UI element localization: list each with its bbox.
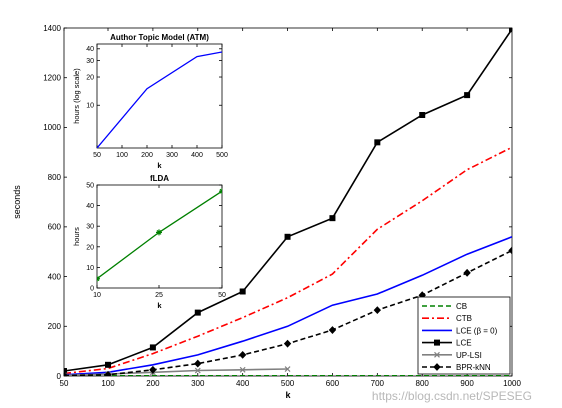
plot-frame (96, 184, 223, 289)
inset-atm-plot: 50 100 200 300 400 500 10 20 30 40 Author Topic Mo… (72, 33, 228, 170)
x-tick-label: 200 (141, 152, 153, 159)
data-point (239, 366, 246, 373)
x-tick-label: 500 (216, 152, 228, 159)
data-point (328, 326, 337, 334)
data-point (149, 344, 156, 351)
series-line (97, 51, 222, 148)
x-tick-label: 50 (60, 379, 69, 388)
x-tick-label: 10 (93, 292, 101, 299)
series-lce-0- (64, 236, 512, 376)
data-point (104, 370, 112, 376)
legend-label: CTB (456, 314, 472, 323)
y-tick-label: 30 (86, 224, 94, 231)
data-point (463, 268, 471, 277)
y-axis-label: seconds (12, 185, 22, 219)
legend-label: BPR-kNN (456, 363, 491, 372)
data-point (156, 229, 162, 236)
y-tick-label: 30 (86, 58, 94, 65)
series-line (97, 188, 222, 282)
series-bpr-knn (64, 246, 512, 376)
y-tick-label: 200 (48, 322, 62, 331)
x-tick-label: 700 (371, 379, 385, 388)
data-point (194, 359, 202, 368)
watermark: https://blog.csdn.net/SPESEG (372, 389, 532, 403)
x-tick-label: 500 (281, 379, 295, 388)
series-line (97, 51, 222, 148)
data-point (464, 92, 471, 99)
x-tick-label: 300 (166, 152, 178, 159)
x-tick-label: 900 (460, 379, 474, 388)
y-tick-label: 400 (48, 272, 62, 281)
x-tick-label: 50 (93, 152, 101, 159)
y-tick-label: 800 (48, 173, 62, 182)
legend-box (417, 296, 511, 375)
x-axis-label: k (285, 390, 291, 400)
x-tick-label: 1000 (503, 379, 521, 388)
data-point (374, 139, 381, 146)
data-point (284, 233, 291, 240)
x-axis-label: k (157, 301, 162, 310)
y-tick-label: 1200 (43, 74, 61, 83)
x-axis-label: k (157, 161, 162, 170)
y-tick-label: 1400 (43, 24, 61, 33)
y-axis-label: hours (log scale) (72, 68, 81, 124)
legend-marker (434, 351, 440, 358)
legend-label: LCE (β = 0) (456, 326, 498, 335)
x-tick-label: 25 (155, 292, 163, 299)
data-point (238, 350, 247, 359)
series-ctb (64, 146, 512, 375)
data-point (509, 28, 512, 33)
x-tick-label: 100 (101, 379, 115, 388)
y-tick-label: 0 (57, 372, 62, 381)
series-line (64, 236, 512, 376)
x-tick-label: 400 (191, 152, 203, 159)
data-point (64, 368, 67, 375)
data-point (239, 288, 246, 295)
y-axis-label: hours (72, 227, 81, 246)
y-tick-label: 0 (90, 285, 94, 292)
data-point (105, 361, 111, 368)
x-tick-label: 50 (218, 292, 226, 299)
data-point (329, 215, 336, 222)
data-point (373, 306, 382, 315)
legend-marker (433, 363, 441, 371)
x-tick-label: 100 (116, 152, 128, 159)
y-tick-label: 10 (86, 265, 94, 272)
legend-label: UP-LSI (456, 351, 482, 360)
series-lce (64, 28, 512, 375)
data-point (194, 367, 201, 374)
legend-label: CB (456, 302, 467, 311)
y-tick-label: 50 (86, 182, 94, 189)
x-tick-label: 200 (146, 379, 160, 388)
data-point (64, 371, 68, 376)
x-tick-label: 600 (326, 379, 340, 388)
data-point (508, 246, 512, 255)
y-tick-label: 20 (86, 244, 94, 251)
y-tick-label: 40 (86, 203, 94, 210)
x-tick-label: 400 (236, 379, 250, 388)
plot-frame (96, 43, 223, 149)
data-point (284, 366, 291, 372)
x-tick-label: 300 (191, 379, 205, 388)
data-point (419, 112, 426, 118)
data-point (149, 365, 157, 374)
legend-label: LCE (456, 339, 472, 348)
legend-marker (434, 339, 440, 346)
x-tick-label: 800 (416, 379, 430, 388)
data-point (194, 309, 201, 316)
y-tick-label: 40 (86, 46, 94, 53)
chart-title: Author Topic Model (ATM) (110, 33, 209, 42)
y-tick-label: 600 (48, 223, 62, 232)
y-tick-label: 1000 (43, 123, 61, 132)
legend: CB CTB LCE (β = 0) LCE UP-LSI BPR-kNN (417, 296, 511, 375)
y-tick-label: 10 (86, 103, 94, 110)
data-point (283, 339, 292, 348)
y-tick-label: 20 (86, 74, 94, 81)
chart-title: fLDA (150, 174, 169, 183)
series-line (64, 146, 512, 375)
